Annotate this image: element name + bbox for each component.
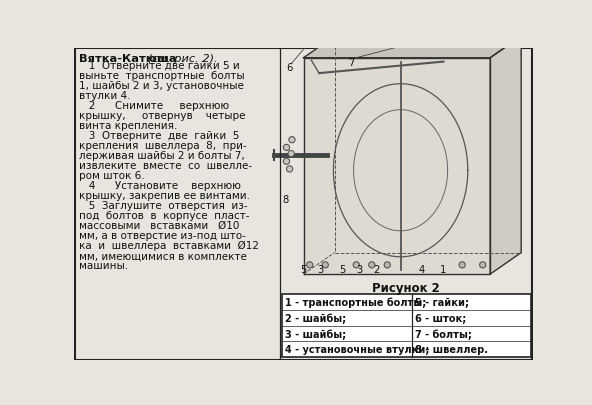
- Text: мм, имеющимися в комплекте: мм, имеющимися в комплекте: [79, 251, 246, 260]
- Text: 7 - болты;: 7 - болты;: [414, 328, 471, 339]
- Text: винта крепления.: винта крепления.: [79, 121, 177, 131]
- Text: крышку, закрепив ее винтами.: крышку, закрепив ее винтами.: [79, 191, 250, 200]
- Circle shape: [287, 166, 292, 173]
- Text: 3  Отверните  две  гайки  5: 3 Отверните две гайки 5: [79, 131, 239, 141]
- Text: лерживая шайбы 2 и болты 7,: лерживая шайбы 2 и болты 7,: [79, 151, 244, 161]
- Text: машины.: машины.: [79, 260, 128, 271]
- Text: 5  Заглушите  отверстия  из-: 5 Заглушите отверстия из-: [79, 201, 247, 211]
- Circle shape: [284, 159, 289, 165]
- Polygon shape: [304, 59, 490, 275]
- Text: Рисунок 2: Рисунок 2: [372, 282, 440, 295]
- Circle shape: [459, 262, 465, 268]
- Text: 4 - установочные втулки;: 4 - установочные втулки;: [285, 345, 429, 354]
- Text: втулки 4.: втулки 4.: [79, 91, 130, 101]
- Circle shape: [480, 262, 486, 268]
- Text: 4: 4: [418, 265, 424, 275]
- Text: 3: 3: [356, 265, 362, 275]
- Circle shape: [369, 262, 375, 268]
- Text: 1  Отверните две гайки 5 и: 1 Отверните две гайки 5 и: [79, 61, 239, 71]
- Text: 2: 2: [373, 265, 379, 275]
- Text: 2      Снимите     верхнюю: 2 Снимите верхнюю: [79, 101, 229, 111]
- Text: выньте  транспортные  болты: выньте транспортные болты: [79, 71, 244, 81]
- Circle shape: [307, 262, 313, 268]
- Text: извлеките  вместе  со  швелле-: извлеките вместе со швелле-: [79, 161, 252, 171]
- Text: 5: 5: [339, 265, 346, 275]
- Text: 8 - швеллер.: 8 - швеллер.: [414, 345, 488, 354]
- Text: массовыми   вставками   Ø10: массовыми вставками Ø10: [79, 221, 239, 230]
- Text: ка  и  швеллера  вставками  Ø12: ка и швеллера вставками Ø12: [79, 241, 259, 251]
- Bar: [282, 294, 531, 357]
- Circle shape: [289, 137, 295, 143]
- Text: (см. рис. 2).: (см. рис. 2).: [144, 54, 217, 64]
- Circle shape: [284, 145, 289, 151]
- Text: 3: 3: [317, 265, 324, 275]
- Text: крепления  швеллера  8,  при-: крепления швеллера 8, при-: [79, 141, 246, 151]
- Text: ром шток 6.: ром шток 6.: [79, 171, 144, 181]
- Text: 2 - шайбы;: 2 - шайбы;: [285, 313, 346, 323]
- Text: под  болтов  в  корпусе  пласт-: под болтов в корпусе пласт-: [79, 211, 249, 221]
- Circle shape: [353, 262, 359, 268]
- Text: 7: 7: [349, 58, 355, 68]
- Circle shape: [384, 262, 390, 268]
- Polygon shape: [490, 37, 521, 275]
- Text: 6: 6: [287, 63, 293, 73]
- Text: 5: 5: [300, 265, 307, 275]
- Text: крышку,     отвернув    четыре: крышку, отвернув четыре: [79, 111, 245, 121]
- Circle shape: [288, 151, 294, 157]
- Text: мм, а в отверстие из-под што-: мм, а в отверстие из-под што-: [79, 230, 246, 241]
- Text: 1: 1: [440, 265, 446, 275]
- Text: Вятка-Катюша: Вятка-Катюша: [79, 54, 176, 64]
- Text: 5 - гайки;: 5 - гайки;: [414, 297, 469, 307]
- Text: 8: 8: [282, 195, 289, 205]
- Circle shape: [322, 262, 329, 268]
- Polygon shape: [304, 37, 521, 59]
- Text: 4      Установите    верхнюю: 4 Установите верхнюю: [79, 181, 240, 191]
- Text: 3 - шайбы;: 3 - шайбы;: [285, 328, 346, 339]
- Text: 6 - шток;: 6 - шток;: [414, 313, 466, 323]
- Text: 1, шайбы 2 и 3, установочные: 1, шайбы 2 и 3, установочные: [79, 81, 243, 91]
- Text: 1 - транспортные болты;: 1 - транспортные болты;: [285, 297, 426, 307]
